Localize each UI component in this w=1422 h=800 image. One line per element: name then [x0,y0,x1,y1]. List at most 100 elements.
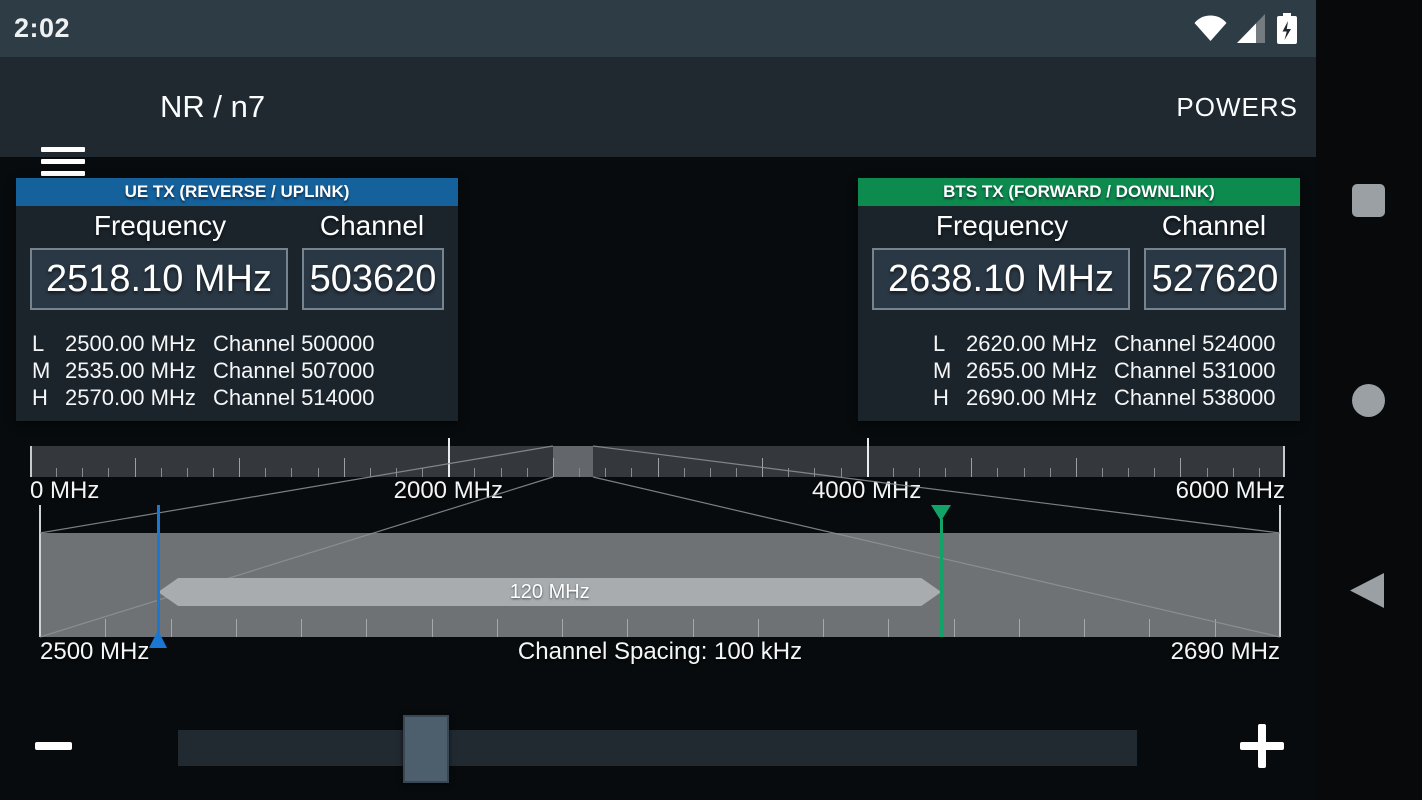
band-labels: 2500 MHz Channel Spacing: 100 kHz 2690 M… [40,638,1280,666]
ue-row-high[interactable]: H 2570.00 MHz Channel 514000 [32,384,384,411]
overview-tick [579,468,581,477]
overview-tick [317,468,319,477]
zoom-in-plus-icon[interactable] [1240,724,1284,768]
powers-button[interactable]: POWERS [1176,92,1298,122]
ue-tx-marker-line [156,505,160,637]
overview-bar[interactable] [30,438,1285,477]
cellular-signal-icon [1237,14,1265,43]
ue-frequency-label: Frequency [93,210,227,241]
overview-tick [448,438,451,477]
overview-highlight [552,446,593,477]
overview-tick [526,468,528,477]
bts-tx-panel-header: BTS TX (FORWARD / DOWNLINK) [858,178,1300,206]
zoom-slider-track[interactable] [178,715,1137,783]
bts-frequency-field[interactable]: 2638.10 MHz [872,248,1130,310]
recents-square-icon[interactable] [1352,184,1385,217]
band-overlay: 120 MHz [40,505,1280,648]
band-tick [562,619,564,637]
overview-tick [134,458,136,477]
row-tag: L [32,330,45,356]
overview-tick [108,468,110,477]
band-end-label: 2690 MHz [1170,638,1280,665]
row-frequency: 2620.00 MHz [966,330,1097,356]
status-bar: 2:02 [0,0,1316,57]
overview-tick [1180,458,1182,477]
overview-tick [631,468,633,477]
row-frequency: 2655.00 MHz [966,357,1097,383]
bts-frequency-label: Frequency [935,210,1069,241]
overview-tick [1258,468,1260,477]
row-channel: Channel 507000 [213,357,375,383]
overview-tick [997,468,999,477]
overview-tick [814,468,816,477]
overview-tick [683,468,685,477]
zoom-out-minus-icon[interactable] [35,742,72,750]
row-frequency: 2500.00 MHz [65,330,196,356]
ue-row-mid[interactable]: M 2535.00 MHz Channel 507000 [32,357,384,384]
overview-label: 4000 MHz [811,477,922,504]
battery-charging-icon [1277,13,1297,44]
overview-tick [1154,468,1156,477]
ue-channel-label: Channel [319,210,425,241]
ue-tx-panel-header: UE TX (REVERSE / UPLINK) [16,178,458,206]
overview-labels: 0 MHz 2000 MHz 4000 MHz 6000 MHz [30,477,1285,504]
ue-row-low[interactable]: L 2500.00 MHz Channel 500000 [32,330,384,357]
row-tag: H [933,384,949,410]
duplex-span-bar: 120 MHz [158,578,941,606]
overview-tick [657,458,659,477]
bts-tx-marker-pointer [931,505,952,521]
overview-tick [1128,468,1130,477]
bts-tx-panel: BTS TX (FORWARD / DOWNLINK) Frequency Ch… [858,178,1300,421]
menu-icon[interactable] [41,147,85,183]
row-frequency: 2535.00 MHz [65,357,196,383]
android-nav-bar [1316,0,1422,800]
ue-lmh-table: L 2500.00 MHz Channel 500000 M 2535.00 M… [32,330,384,411]
overview-tick [945,468,947,477]
overview-tick [343,458,345,477]
overview-tick [265,468,267,477]
overview-tick [918,468,920,477]
zoom-slider-thumb[interactable] [402,715,449,783]
row-channel: Channel 514000 [213,384,375,410]
band-start-label: 2500 MHz [40,638,150,665]
overview-tick [735,468,737,477]
ue-tx-panel: UE TX (REVERSE / UPLINK) Frequency Chann… [16,178,458,421]
overview-tick [1283,446,1285,477]
wifi-icon [1194,15,1227,41]
overview-tick [840,468,842,477]
bts-row-mid[interactable]: M 2655.00 MHz Channel 531000 [933,357,1285,384]
overview-tick [239,458,241,477]
overview-tick [762,458,764,477]
bts-tx-marker-line [939,519,943,637]
overview-tick [1206,468,1208,477]
page-title: NR / n7 [160,89,266,124]
bts-channel-field[interactable]: 527620 [1144,248,1286,310]
bts-row-high[interactable]: H 2690.00 MHz Channel 538000 [933,384,1285,411]
row-tag: M [933,357,952,383]
app-bar: NR / n7 POWERS [0,57,1316,176]
row-frequency: 2570.00 MHz [65,384,196,410]
overview-label: 0 MHz [30,477,100,504]
bts-row-low[interactable]: L 2620.00 MHz Channel 524000 [933,330,1285,357]
overview-tick [186,468,188,477]
overview-tick [56,468,58,477]
overview-tick [82,468,84,477]
overview-tick [605,468,607,477]
row-channel: Channel 538000 [1114,384,1276,410]
overview-tick [474,468,476,477]
overview-tick [1101,468,1103,477]
overview-label: 2000 MHz [393,477,504,504]
ue-channel-field[interactable]: 503620 [302,248,444,310]
row-tag: H [32,384,48,410]
overview-tick [892,468,894,477]
ue-frequency-field[interactable]: 2518.10 MHz [30,248,288,310]
row-channel: Channel 531000 [1114,357,1276,383]
row-tag: L [933,330,946,356]
overview-tick [552,458,554,477]
back-triangle-icon[interactable] [1350,573,1384,608]
status-icons [1193,0,1300,57]
home-circle-icon[interactable] [1352,384,1385,417]
overview-tick [291,468,293,477]
bts-channel-label: Channel [1161,210,1267,241]
